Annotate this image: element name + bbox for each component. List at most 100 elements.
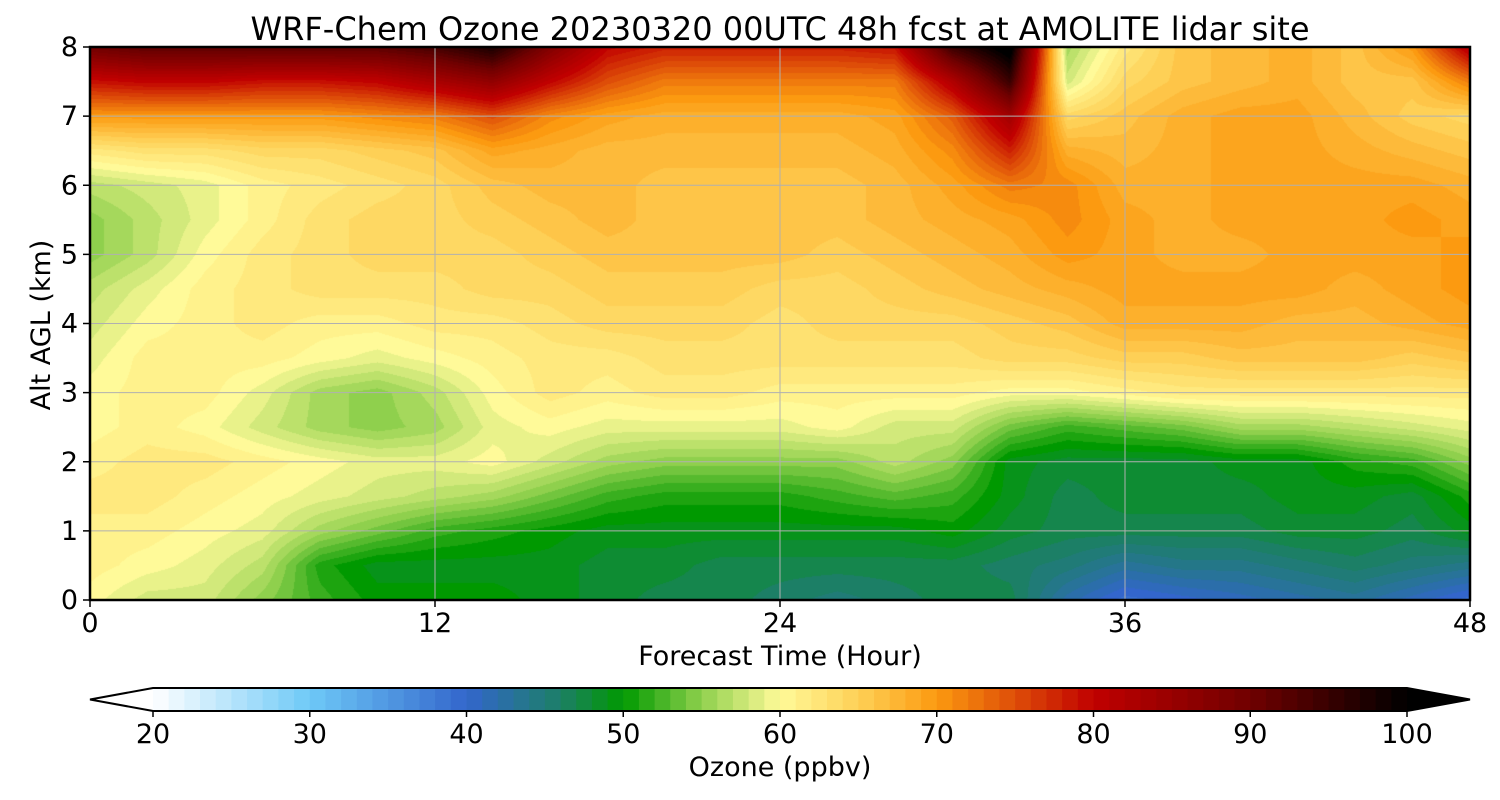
colorbar-tick-label: 30: [293, 719, 327, 750]
colorbar-segment: [732, 688, 750, 711]
colorbar-segment: [341, 688, 358, 711]
colorbar-segment: [1171, 688, 1189, 711]
colorbar-segment: [1344, 688, 1361, 711]
y-tick-label: 2: [61, 447, 78, 478]
colorbar-segment: [921, 688, 938, 711]
y-axis-label: Alt AGL (km): [26, 240, 57, 411]
colorbar-segment: [607, 688, 624, 711]
colorbar-segment: [952, 688, 969, 711]
colorbar-segment: [968, 688, 985, 711]
colorbar-ticks: 20 30 40 50 60 70 80 90 100: [136, 711, 1433, 750]
colorbar-segment: [184, 688, 201, 711]
y-tick-label: 3: [61, 378, 78, 409]
colorbar-segment: [1359, 688, 1377, 711]
colorbar-segment: [670, 688, 687, 711]
colorbar-segment: [466, 688, 483, 711]
colorbar-tick-label: 70: [920, 719, 954, 750]
colorbar-segment: [1015, 688, 1032, 711]
colorbar-segment: [1250, 688, 1267, 711]
colorbar-segment: [654, 688, 671, 711]
colorbar-segment: [1030, 688, 1048, 711]
colorbar-segment: [1046, 688, 1063, 711]
colorbar-segment: [936, 688, 954, 711]
x-tick-label: 36: [1108, 608, 1142, 639]
y-tick-label: 7: [61, 101, 78, 132]
colorbar-segment: [168, 688, 185, 711]
y-tick-label: 6: [61, 170, 78, 201]
colorbar-label: Ozone (ppbv): [689, 752, 872, 783]
colorbar-segment: [544, 688, 562, 711]
colorbar-segment: [748, 688, 765, 711]
colorbar-segment: [482, 688, 499, 711]
colorbar-segment: [388, 688, 405, 711]
colorbar-segment: [356, 688, 374, 711]
x-tick-label: 24: [763, 608, 797, 639]
colorbar-segment: [1218, 688, 1236, 711]
y-tick-label: 5: [61, 239, 78, 270]
colorbar-segment: [638, 688, 656, 711]
y-axis: 0 1 2 3 4 5 6 7 8: [61, 32, 90, 616]
colorbar-segment: [1109, 688, 1126, 711]
colorbar-segment: [1062, 688, 1079, 711]
colorbar-segment: [1156, 688, 1173, 711]
colorbar-segment: [262, 688, 279, 711]
colorbar-segment: [1265, 688, 1283, 711]
colorbar-segment: [905, 688, 922, 711]
x-axis: 0 12 24 36 48: [81, 600, 1487, 639]
colorbar-segment: [419, 688, 436, 711]
colorbar-extend-max: [1407, 688, 1470, 711]
x-tick-label: 0: [81, 608, 98, 639]
colorbar-segment: [325, 688, 342, 711]
chart-title: WRF-Chem Ozone 20230320 00UTC 48h fcst a…: [250, 10, 1309, 48]
colorbar-tick-label: 100: [1381, 719, 1433, 750]
colorbar-segment: [842, 688, 859, 711]
colorbar-segment: [1312, 688, 1330, 711]
colorbar-segment: [372, 688, 389, 711]
colorbar: [89, 687, 1471, 712]
colorbar-segment: [874, 688, 891, 711]
colorbar-segment: [560, 688, 577, 711]
colorbar-segment: [591, 688, 609, 711]
colorbar-tick-label: 40: [449, 719, 483, 750]
colorbar-segment: [701, 688, 718, 711]
colorbar-segment: [200, 688, 217, 711]
colorbar-segment: [247, 688, 264, 711]
colorbar-segment: [1375, 688, 1392, 711]
y-tick-label: 8: [61, 32, 78, 63]
colorbar-segment: [153, 688, 170, 711]
colorbar-segment: [623, 688, 640, 711]
colorbar-segment: [435, 688, 452, 711]
colorbar-segment: [497, 688, 515, 711]
colorbar-tick-label: 90: [1233, 719, 1267, 750]
x-tick-label: 48: [1453, 608, 1487, 639]
colorbar-tick-label: 20: [136, 719, 170, 750]
colorbar-segment: [1187, 688, 1204, 711]
colorbar-segment: [858, 688, 875, 711]
colorbar-segment: [764, 688, 781, 711]
colorbar-segment: [403, 688, 421, 711]
colorbar-segment: [1297, 688, 1314, 711]
colorbar-segment: [1124, 688, 1142, 711]
colorbar-segment: [1328, 688, 1345, 711]
colorbar-segment: [827, 688, 844, 711]
colorbar-segment: [1093, 688, 1110, 711]
colorbar-segment: [215, 688, 232, 711]
colorbar-tick-label: 50: [606, 719, 640, 750]
y-tick-label: 4: [61, 309, 78, 340]
colorbar-segment: [1203, 688, 1220, 711]
x-axis-label: Forecast Time (Hour): [638, 641, 922, 672]
colorbar-segment: [780, 688, 797, 711]
colorbar-segment: [717, 688, 734, 711]
colorbar-segment: [294, 688, 311, 711]
colorbar-segment: [309, 688, 327, 711]
colorbar-segment: [278, 688, 295, 711]
colorbar-segment: [999, 688, 1016, 711]
x-tick-label: 12: [418, 608, 452, 639]
colorbar-segment: [1281, 688, 1298, 711]
colorbar-tick-label: 80: [1076, 719, 1110, 750]
colorbar-segment: [983, 688, 1001, 711]
colorbar-segment: [811, 688, 828, 711]
colorbar-extend-min: [90, 688, 153, 711]
colorbar-segment: [513, 688, 530, 711]
